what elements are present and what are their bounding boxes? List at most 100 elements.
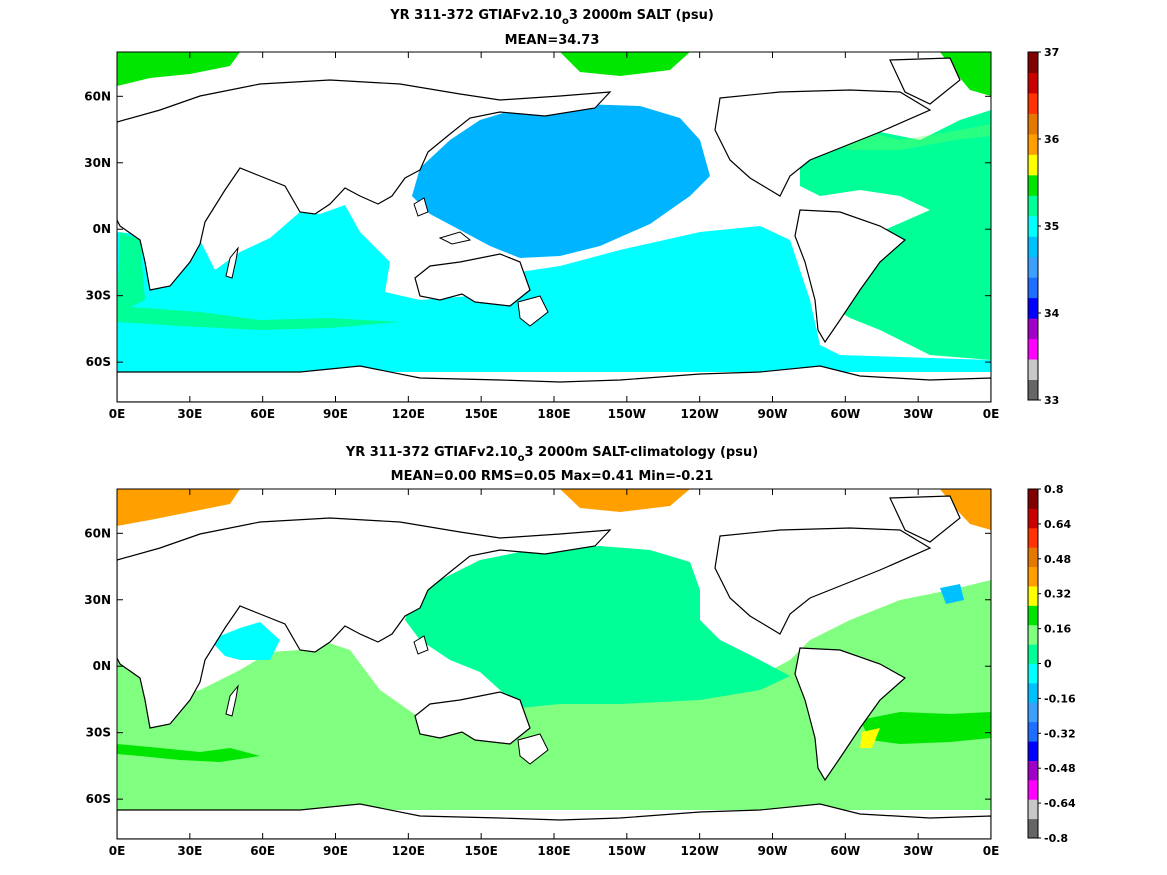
x-tick-label: 180E bbox=[537, 844, 570, 858]
antarctica bbox=[117, 365, 991, 402]
colorbar-swatch bbox=[1028, 605, 1038, 626]
colorbar-swatch bbox=[1028, 52, 1038, 73]
colorbar-swatch bbox=[1028, 682, 1038, 703]
panel-1-subtitle: MEAN=34.73 bbox=[505, 33, 600, 48]
y-tick-label: 60N bbox=[84, 526, 111, 540]
colorbar-swatch bbox=[1028, 256, 1038, 278]
greenland bbox=[889, 57, 961, 105]
panel-2-subtitle: MEAN=0.00 RMS=0.05 Max=0.41 Min=-0.21 bbox=[391, 469, 714, 484]
x-tick-label: 0E bbox=[109, 844, 126, 858]
panel-1-colorbar: 37 36 35 34 33 bbox=[1027, 46, 1060, 407]
colorbar-swatch bbox=[1028, 154, 1038, 176]
x-tick-label: 30W bbox=[903, 407, 933, 421]
colorbar-tick-label: 37 bbox=[1044, 46, 1059, 59]
south-atlantic-band bbox=[860, 712, 991, 744]
arctic-field bbox=[117, 52, 240, 86]
colorbar-tick-label: 0.32 bbox=[1044, 588, 1071, 601]
colorbar-swatch bbox=[1028, 547, 1038, 568]
x-tick-label: 0E bbox=[983, 844, 1000, 858]
colorbar-swatch bbox=[1028, 799, 1038, 820]
colorbar-swatch bbox=[1028, 92, 1038, 114]
y-tick-label: 30S bbox=[86, 289, 111, 303]
panel-2-map bbox=[116, 488, 992, 840]
panel-2-colorbar: 0.8 0.64 0.48 0.32 0.16 0 -0.16 -0.32 -0.48 -0.64… bbox=[1027, 483, 1076, 845]
colorbar-swatch bbox=[1028, 359, 1038, 381]
panel-2-title: YR 311-372 GTIAFv2.10o3 2000m SALT-clima… bbox=[345, 445, 758, 464]
colorbar-tick-label: 0.48 bbox=[1044, 553, 1071, 566]
colorbar-tick-label: -0.48 bbox=[1044, 762, 1076, 775]
colorbar-swatch bbox=[1028, 721, 1038, 742]
x-tick-label: 120E bbox=[392, 407, 425, 421]
y-tick-label: 60S bbox=[86, 355, 111, 369]
x-tick-label: 30E bbox=[177, 844, 202, 858]
colorbar-swatch bbox=[1028, 818, 1038, 839]
new-zealand bbox=[517, 295, 549, 327]
colorbar-tick-label: 0.64 bbox=[1044, 518, 1071, 531]
colorbar-swatch bbox=[1028, 236, 1038, 258]
southern-anomaly-field bbox=[117, 580, 991, 810]
colorbar-tick-label: 0 bbox=[1044, 658, 1052, 671]
colorbar-tick-label: 33 bbox=[1044, 394, 1059, 407]
colorbar-swatch bbox=[1028, 644, 1038, 664]
colorbar-tick-label: 35 bbox=[1044, 220, 1059, 233]
colorbar-swatch bbox=[1028, 297, 1038, 319]
north-america bbox=[714, 89, 932, 197]
colorbar-tick-label: 0.16 bbox=[1044, 623, 1071, 636]
x-tick-label: 0E bbox=[109, 407, 126, 421]
colorbar-swatch bbox=[1028, 566, 1038, 587]
eurasia-africa bbox=[117, 79, 612, 291]
x-tick-label: 90E bbox=[323, 407, 348, 421]
colorbar-tick-label: 34 bbox=[1044, 307, 1060, 320]
colorbar-swatch bbox=[1028, 72, 1038, 94]
north-pacific-field bbox=[412, 104, 710, 258]
x-tick-label: 60E bbox=[250, 844, 275, 858]
colorbar-swatch bbox=[1028, 702, 1038, 723]
x-tick-label: 150W bbox=[608, 844, 646, 858]
y-tick-label: 0N bbox=[93, 659, 111, 673]
colorbar-swatch bbox=[1028, 113, 1038, 135]
y-tick-label: 60N bbox=[84, 89, 111, 103]
x-tick-label: 120W bbox=[681, 407, 719, 421]
panel-1-axes: 0E 30E 60E 90E 120E 150E 180E 150W 120W 90W 60W 30W… bbox=[84, 52, 999, 421]
colorbar-swatch bbox=[1028, 624, 1038, 645]
x-tick-label: 0E bbox=[983, 407, 1000, 421]
colorbar-tick-label: -0.8 bbox=[1044, 832, 1068, 845]
y-tick-label: 30S bbox=[86, 726, 111, 740]
colorbar-tick-label: 0.8 bbox=[1044, 483, 1064, 496]
colorbar-swatch bbox=[1028, 663, 1038, 684]
panel-2-axes: 0E 30E 60E 90E 120E 150E 180E 150W 120W 90W 60W 30W… bbox=[84, 489, 999, 858]
x-tick-label: 90W bbox=[758, 844, 788, 858]
x-tick-label: 120W bbox=[681, 844, 719, 858]
colorbar-tick-label: -0.16 bbox=[1044, 692, 1076, 705]
colorbar-tick-label: -0.32 bbox=[1044, 727, 1076, 740]
colorbar-swatch bbox=[1028, 277, 1038, 299]
x-tick-label: 60E bbox=[250, 407, 275, 421]
x-tick-label: 180E bbox=[537, 407, 570, 421]
colorbar-swatch bbox=[1028, 489, 1038, 509]
y-tick-label: 30N bbox=[84, 593, 111, 607]
colorbar-swatch bbox=[1028, 195, 1038, 217]
x-tick-label: 90W bbox=[758, 407, 788, 421]
y-tick-label: 60S bbox=[86, 792, 111, 806]
x-tick-label: 120E bbox=[392, 844, 425, 858]
x-tick-label: 150E bbox=[465, 844, 498, 858]
colorbar-swatch bbox=[1028, 760, 1038, 781]
colorbar-tick-label: -0.64 bbox=[1044, 797, 1076, 810]
colorbar-swatch bbox=[1028, 741, 1038, 761]
panel-1-map bbox=[116, 51, 992, 403]
colorbar-swatch bbox=[1028, 779, 1038, 800]
colorbar-swatch bbox=[1028, 508, 1038, 529]
colorbar-swatch bbox=[1028, 338, 1038, 360]
panel-1-title: YR 311-372 GTIAFv2.10o3 2000m SALT (psu) bbox=[389, 8, 714, 27]
x-tick-label: 90E bbox=[323, 844, 348, 858]
x-tick-label: 60W bbox=[830, 407, 860, 421]
colorbar-swatch bbox=[1028, 585, 1038, 606]
southern-ocean-field bbox=[117, 205, 991, 372]
y-tick-label: 0N bbox=[93, 222, 111, 236]
north-pacific-anomaly-field bbox=[405, 546, 790, 708]
x-tick-label: 150E bbox=[465, 407, 498, 421]
colorbar-swatch bbox=[1028, 379, 1038, 401]
x-tick-label: 30E bbox=[177, 407, 202, 421]
colorbar-tick-label: 36 bbox=[1044, 133, 1060, 146]
